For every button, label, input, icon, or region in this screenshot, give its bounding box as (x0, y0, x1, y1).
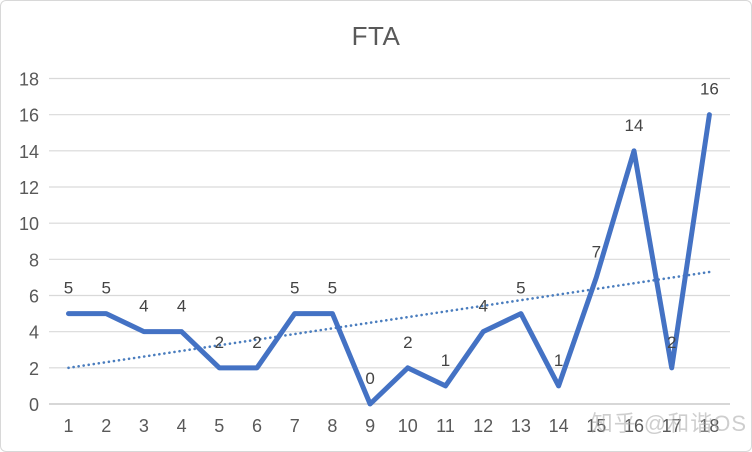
data-label: 5 (328, 279, 337, 298)
data-label: 4 (139, 297, 148, 316)
data-label: 5 (516, 279, 525, 298)
data-label: 7 (592, 242, 601, 261)
x-tick-label: 3 (139, 416, 149, 436)
y-tick-label: 4 (29, 323, 39, 343)
x-tick-label: 9 (365, 416, 375, 436)
trendline (67, 270, 711, 370)
x-tick-label: 16 (624, 416, 644, 436)
data-label: 4 (177, 297, 186, 316)
x-tick-label: 1 (63, 416, 73, 436)
data-label: 2 (403, 333, 412, 352)
x-tick-label: 15 (586, 416, 606, 436)
data-label: 2 (215, 333, 224, 352)
data-label: 14 (625, 116, 644, 135)
x-tick-label: 14 (549, 416, 569, 436)
chart-title: FTA (351, 21, 401, 51)
y-tick-label: 8 (29, 250, 39, 270)
y-tick-label: 0 (29, 395, 39, 415)
y-tick-label: 2 (29, 359, 39, 379)
y-tick-label: 10 (19, 214, 39, 234)
x-tick-label: 12 (473, 416, 493, 436)
data-label: 4 (478, 297, 487, 316)
x-tick-label: 10 (398, 416, 418, 436)
data-label: 1 (554, 351, 563, 370)
data-label: 5 (290, 279, 299, 298)
data-label: 5 (101, 279, 110, 298)
x-tick-label: 2 (101, 416, 111, 436)
y-tick-label: 16 (19, 106, 39, 126)
y-tick-label: 6 (29, 287, 39, 307)
y-tick-label: 12 (19, 178, 39, 198)
x-tick-label: 7 (290, 416, 300, 436)
data-label: 1 (441, 351, 450, 370)
x-tick-label: 6 (252, 416, 262, 436)
data-label: 2 (252, 333, 261, 352)
x-tick-label: 4 (177, 416, 187, 436)
data-label: 0 (365, 369, 374, 388)
x-tick-label: 11 (436, 416, 455, 436)
y-tick-label: 14 (19, 142, 39, 162)
x-tick-label: 18 (699, 416, 719, 436)
data-label: 16 (700, 80, 719, 99)
x-tick-label: 17 (662, 416, 682, 436)
data-label: 5 (64, 279, 73, 298)
x-tick-label: 8 (327, 416, 337, 436)
y-tick-label: 18 (19, 70, 39, 90)
x-tick-label: 5 (214, 416, 224, 436)
x-tick-label: 13 (511, 416, 531, 436)
data-label: 2 (667, 333, 676, 352)
fta-series-line (66, 112, 712, 407)
